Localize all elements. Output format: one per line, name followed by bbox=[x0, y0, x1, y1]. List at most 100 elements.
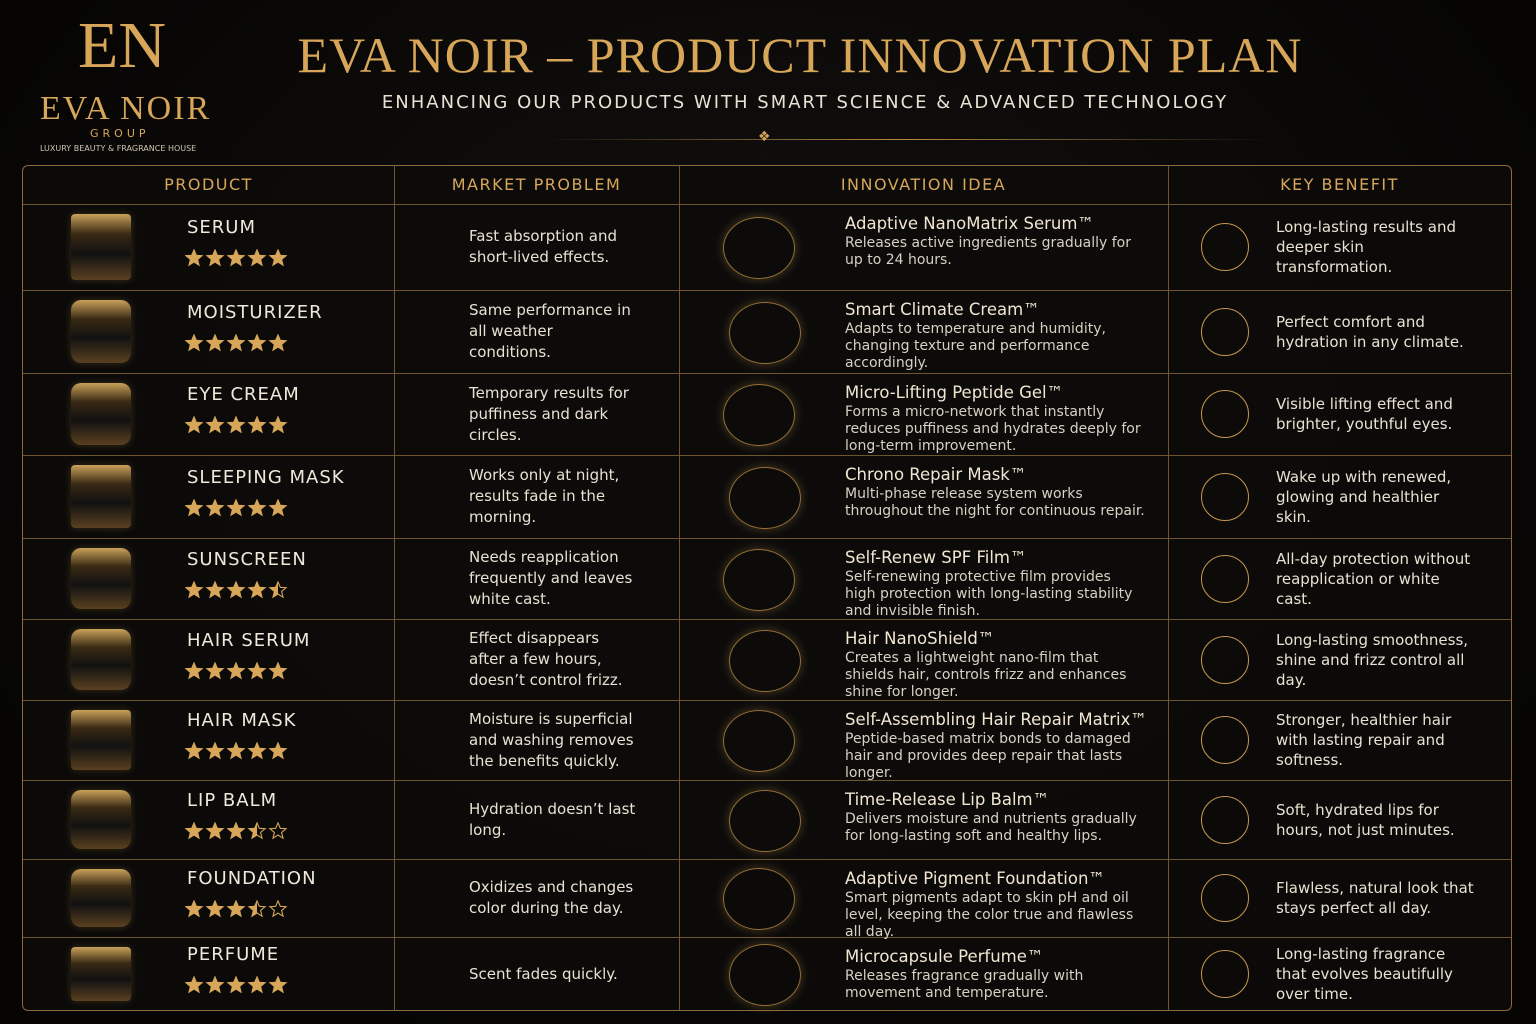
benefit-text: Long-lasting fragrance that evolves beau… bbox=[1276, 945, 1453, 1003]
problem-text: Works only at night, results fade in the… bbox=[469, 466, 620, 526]
subtitle: ENHANCING OUR PRODUCTS WITH SMART SCIENC… bbox=[381, 92, 1229, 113]
problem-text: Effect disappears after a few hours, doe… bbox=[469, 629, 623, 689]
star-rating bbox=[185, 249, 288, 267]
key-benefit: Perfect comfort and hydration in any cli… bbox=[1276, 290, 1476, 373]
problem-text: Scent fades quickly. bbox=[469, 964, 618, 983]
benefit-icon bbox=[1201, 874, 1249, 922]
innovation-title: Self-Renew SPF Film™ bbox=[845, 548, 1027, 567]
product-image bbox=[71, 790, 131, 849]
innovation-icon bbox=[729, 944, 801, 1006]
product-image bbox=[71, 465, 131, 528]
key-benefit: Long-lasting smoothness, shine and frizz… bbox=[1276, 619, 1476, 700]
innovation-description: Delivers moisture and nutrients graduall… bbox=[845, 811, 1137, 844]
innovation-icon bbox=[723, 710, 795, 772]
key-benefit: Stronger, healthier hair with lasting re… bbox=[1276, 700, 1476, 780]
innovation-title: Micro-Lifting Peptide Gel™ bbox=[845, 383, 1064, 402]
benefit-icon bbox=[1201, 950, 1249, 998]
market-problem: Moisture is superficial and washing remo… bbox=[469, 700, 639, 780]
product-name: MOISTURIZER bbox=[187, 301, 323, 323]
benefit-icon bbox=[1201, 716, 1249, 764]
key-benefit: Wake up with renewed, glowing and health… bbox=[1276, 455, 1476, 538]
product-image bbox=[71, 869, 131, 927]
product-name: SLEEPING MASK bbox=[187, 466, 345, 488]
key-benefit: Soft, hydrated lips for hours, not just … bbox=[1276, 780, 1476, 859]
logo-tagline: LUXURY BEAUTY & FRAGRANCE HOUSE bbox=[40, 144, 197, 153]
key-benefit: Long-lasting results and deeper skin tra… bbox=[1276, 204, 1476, 290]
benefit-text: Flawless, natural look that stays perfec… bbox=[1276, 879, 1474, 917]
product-name: PERFUME bbox=[187, 944, 280, 965]
innovation-icon bbox=[729, 301, 801, 364]
product-image bbox=[71, 710, 131, 770]
innovation-icon bbox=[729, 466, 801, 529]
market-problem: Works only at night, results fade in the… bbox=[469, 455, 639, 538]
benefit-icon bbox=[1201, 472, 1249, 521]
benefit-icon bbox=[1201, 635, 1249, 684]
innovation-description: Adapts to temperature and humidity, chan… bbox=[845, 321, 1106, 371]
divider-ornament: ❖ bbox=[758, 129, 771, 145]
innovation-icon bbox=[723, 548, 795, 611]
innovation-description: Multi-phase release system works through… bbox=[845, 486, 1145, 519]
product-image bbox=[71, 548, 131, 609]
row-divider bbox=[23, 290, 1511, 291]
market-problem: Scent fades quickly. bbox=[469, 937, 639, 1011]
logo-monogram: EN bbox=[78, 9, 166, 82]
innovation-description: Self-renewing protective film provides h… bbox=[845, 569, 1133, 619]
star-rating bbox=[185, 821, 288, 839]
benefit-icon bbox=[1201, 223, 1249, 271]
benefit-text: Visible lifting effect and brighter, you… bbox=[1276, 395, 1453, 433]
problem-text: Oxidizes and changes color during the da… bbox=[469, 878, 634, 917]
product-name: SUNSCREEN bbox=[187, 548, 307, 570]
innovation-title: Time-Release Lip Balm™ bbox=[845, 790, 1050, 809]
key-benefit: All-day protection without reapplication… bbox=[1276, 538, 1476, 619]
star-rating bbox=[185, 333, 288, 351]
key-benefit: Long-lasting fragrance that evolves beau… bbox=[1276, 937, 1476, 1011]
column-divider bbox=[394, 166, 395, 1010]
benefit-text: Wake up with renewed, glowing and health… bbox=[1276, 467, 1452, 526]
benefit-icon bbox=[1201, 795, 1249, 844]
innovation-description: Releases active ingredients gradually fo… bbox=[845, 235, 1131, 268]
problem-text: Hydration doesn’t last long. bbox=[469, 799, 636, 839]
table: PRODUCT MARKET PROBLEM INNOVATION IDEA KEY … bbox=[22, 165, 1512, 1011]
star-rating bbox=[185, 900, 288, 918]
row-divider bbox=[23, 859, 1511, 860]
row-divider bbox=[23, 937, 1511, 938]
innovation-icon bbox=[723, 868, 795, 930]
benefit-text: Long-lasting results and deeper skin tra… bbox=[1276, 218, 1456, 276]
product-name: HAIR MASK bbox=[187, 710, 297, 731]
market-problem: Needs reapplication frequently and leave… bbox=[469, 538, 639, 619]
logo-brand: EVA NOIR bbox=[40, 90, 212, 127]
product-name: FOUNDATION bbox=[187, 868, 317, 889]
row-divider bbox=[23, 455, 1511, 456]
key-benefit: Flawless, natural look that stays perfec… bbox=[1276, 859, 1476, 937]
innovation-title: Adaptive Pigment Foundation™ bbox=[845, 869, 1105, 888]
benefit-text: Perfect comfort and hydration in any cli… bbox=[1276, 312, 1464, 351]
column-header: MARKET PROBLEM bbox=[451, 175, 622, 194]
product-image bbox=[71, 300, 131, 363]
title: EVA NOIR – PRODUCT INNOVATION PLAN bbox=[297, 27, 1303, 83]
benefit-text: Long-lasting smoothness, shine and frizz… bbox=[1276, 630, 1469, 689]
benefit-text: Soft, hydrated lips for hours, not just … bbox=[1276, 800, 1455, 839]
product-image bbox=[71, 383, 131, 445]
column-divider bbox=[679, 166, 680, 1010]
innovation-title: Smart Climate Cream™ bbox=[845, 300, 1040, 319]
product-name: HAIR SERUM bbox=[187, 629, 311, 651]
row-divider bbox=[23, 619, 1511, 620]
column-header: KEY BENEFIT bbox=[1280, 175, 1399, 194]
market-problem: Fast absorption and short-lived effects. bbox=[469, 204, 639, 290]
innovation-icon bbox=[729, 629, 801, 692]
innovation-description: Peptide-based matrix bonds to damaged ha… bbox=[845, 731, 1131, 781]
innovation-icon bbox=[723, 384, 795, 446]
problem-text: Needs reapplication frequently and leave… bbox=[469, 548, 633, 608]
market-problem: Same performance in all weather conditio… bbox=[469, 290, 639, 373]
column-header: INNOVATION IDEA bbox=[840, 175, 1007, 194]
innovation-description: Releases fragrance gradually with moveme… bbox=[845, 968, 1084, 1001]
problem-text: Fast absorption and short-lived effects. bbox=[469, 227, 618, 266]
innovation-icon bbox=[729, 789, 801, 852]
row-divider bbox=[23, 780, 1511, 781]
innovation-description: Creates a lightweight nano-film that shi… bbox=[845, 650, 1127, 700]
innovation-title: Microcapsule Perfume™ bbox=[845, 947, 1044, 966]
innovation-description: Smart pigments adapt to skin pH and oil … bbox=[845, 890, 1134, 940]
column-divider bbox=[1168, 166, 1169, 1010]
star-rating bbox=[185, 976, 288, 994]
